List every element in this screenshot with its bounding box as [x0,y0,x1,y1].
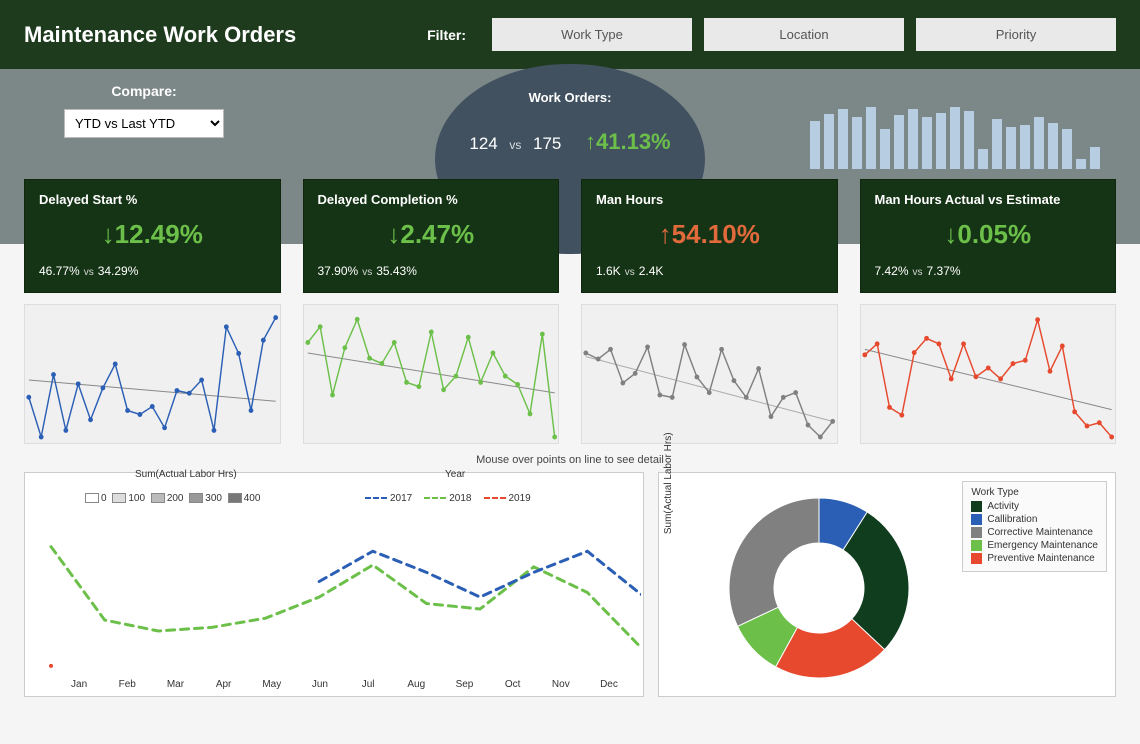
year-legend: 201720182019 [365,481,543,504]
labor-hours-chart[interactable]: Sum(Actual Labor Hrs) 0 100 200 300 400 … [24,472,644,697]
minibar [1020,125,1030,169]
kpi-title: Delayed Start % [39,192,266,207]
minibar [964,111,974,169]
month-label: Jan [55,679,103,690]
vs-label: vs [509,138,521,152]
header-bar: Maintenance Work Orders Filter: Work Typ… [0,0,1140,69]
month-label: Feb [103,679,151,690]
minibar [950,107,960,169]
kpi-title: Man Hours Actual vs Estimate [875,192,1102,207]
sparkline[interactable] [303,304,560,444]
year-title: Year [445,469,465,480]
filter-priority-button[interactable]: Priority [916,18,1116,51]
sparkline-row [24,304,1116,444]
page-title: Maintenance Work Orders [24,22,296,48]
kpi-sub: 1.6Kvs2.4K [596,264,823,278]
month-label: Oct [489,679,537,690]
work-orders-title: Work Orders: [435,90,705,105]
kpi-sub: 37.90%vs35.43% [318,264,545,278]
sparkline[interactable] [24,304,281,444]
legend-row: Emergency Maintenance [971,540,1098,551]
month-label: Dec [585,679,633,690]
summary-band: Compare: YTD vs Last YTD Work Orders: 12… [0,69,1140,244]
kpi-percent: ↓12.49% [39,219,266,250]
kpi-title: Man Hours [596,192,823,207]
scale-title: Sum(Actual Labor Hrs) [135,469,237,480]
minibar [1076,159,1086,169]
minibar [866,107,876,169]
legend-row: Corrective Maintenance [971,527,1098,538]
month-label: Nov [537,679,585,690]
kpi-card[interactable]: Delayed Start % ↓12.49% 46.77%vs34.29% [24,179,281,293]
trend-minibars [810,101,1110,169]
minibar [1048,123,1058,169]
filter-location-button[interactable]: Location [704,18,904,51]
minibar [1006,127,1016,169]
filter-work-type-button[interactable]: Work Type [492,18,692,51]
legend-row: Callibration [971,514,1098,525]
area-chart-svg [33,505,641,680]
minibar [810,121,820,169]
month-label: Mar [151,679,199,690]
legend-row: Preventive Maintenance [971,553,1098,564]
donut-holder [719,488,919,688]
month-label: Jun [296,679,344,690]
legend-row: Activity [971,501,1098,512]
kpi-sub: 46.77%vs34.29% [39,264,266,278]
sparkline[interactable] [860,304,1117,444]
kpi-percent: ↓0.05% [875,219,1102,250]
donut-ylabel: Sum(Actual Labor Hrs) [663,432,674,534]
kpi-percent: ↑54.10% [596,219,823,250]
month-label: Apr [200,679,248,690]
work-orders-values: 124 vs 175 ↑41.13% [435,129,705,155]
month-label: Aug [392,679,440,690]
minibar [852,117,862,169]
hover-hint: Mouse over points on line to see detail [0,454,1140,466]
minibar [1062,129,1072,169]
month-axis: JanFebMarAprMayJunJulAugSepOctNovDec [55,679,633,690]
work-orders-a: 124 [469,134,497,154]
compare-select[interactable]: YTD vs Last YTD [64,109,224,138]
kpi-percent: ↓2.47% [318,219,545,250]
bottom-row: Sum(Actual Labor Hrs) 0 100 200 300 400 … [24,472,1116,697]
minibar [978,149,988,169]
kpi-card[interactable]: Man Hours ↑54.10% 1.6Kvs2.4K [581,179,838,293]
work-type-donut-panel[interactable]: Sum(Actual Labor Hrs) Work TypeActivityC… [658,472,1116,697]
compare-box: Compare: YTD vs Last YTD [24,83,264,138]
kpi-title: Delayed Completion % [318,192,545,207]
minibar [1034,117,1044,169]
minibar [908,109,918,169]
kpi-sub: 7.42%vs7.37% [875,264,1102,278]
kpi-card[interactable]: Man Hours Actual vs Estimate ↓0.05% 7.42%v… [860,179,1117,293]
legend-title: Work Type [971,487,1098,498]
kpi-cards-row: Delayed Start %↓12.49%46.77%vs34.29%Dela… [24,179,1116,293]
scale-legend: 0 100 200 300 400 [85,481,263,504]
kpi-card[interactable]: Delayed Completion % ↓2.47% 37.90%vs35.43% [303,179,560,293]
month-label: Jul [344,679,392,690]
minibar [894,115,904,169]
minibar [1090,147,1100,169]
minibar [838,109,848,169]
sparkline[interactable] [581,304,838,444]
compare-label: Compare: [24,83,264,99]
work-orders-pct: ↑41.13% [585,129,671,154]
minibar [880,129,890,169]
work-orders-b: 175 [533,134,561,154]
minibar [992,119,1002,169]
minibar [824,114,834,169]
month-label: Sep [440,679,488,690]
work-type-legend: Work Type Activity Callibration Corrective … [962,481,1107,572]
minibar [936,113,946,169]
minibar [922,117,932,169]
donut-svg [719,488,919,688]
month-label: May [248,679,296,690]
filter-label: Filter: [427,27,466,43]
